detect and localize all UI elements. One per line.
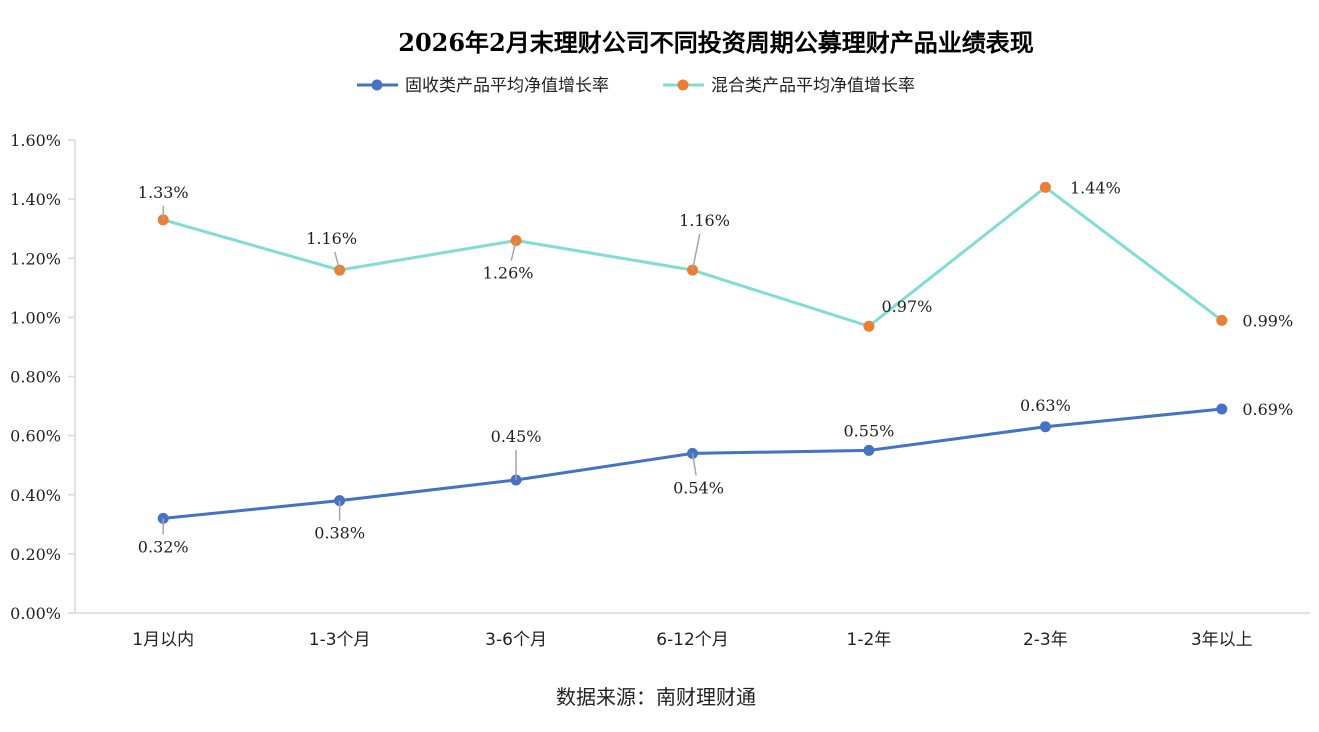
y-tick-label: 1.60% — [10, 131, 61, 150]
y-tick-label: 0.80% — [10, 368, 61, 387]
series-line-0 — [163, 407, 1222, 520]
y-tick-label: 1.40% — [10, 190, 61, 209]
legend-marker-fixed-income — [371, 79, 383, 91]
data-label: 0.97% — [882, 297, 933, 316]
data-source: 数据来源：南财理财通 — [556, 685, 756, 709]
data-label: 0.99% — [1242, 311, 1293, 330]
x-tick-label: 1-2年 — [847, 630, 892, 650]
chart-title: 2026年2月末理财公司不同投资周期公募理财产品业绩表现 — [398, 28, 1034, 57]
data-point-1[interactable] — [1039, 181, 1051, 193]
leader-line — [510, 240, 517, 261]
y-tick-label: 0.60% — [10, 427, 61, 446]
series-line-1 — [162, 185, 1223, 328]
legend-label-mixed: 混合类产品平均净值增长率 — [711, 76, 915, 96]
y-axis-ticks: 0.00% 0.20% 0.40% 0.60% 0.80% 1.00% 1.20% 1.40%… — [10, 131, 75, 623]
data-label: 1.16% — [679, 211, 730, 230]
y-tick-label: 1.00% — [10, 308, 61, 327]
data-label: 0.54% — [673, 478, 724, 497]
data-point-1[interactable] — [1216, 314, 1228, 326]
leader-line — [334, 251, 341, 271]
y-tick-label: 0.00% — [10, 604, 61, 623]
y-tick-label: 0.40% — [10, 486, 61, 505]
legend: 固收类产品平均净值增长率 混合类产品平均净值增长率 — [357, 76, 915, 96]
y-tick-label: 1.20% — [10, 249, 61, 268]
x-tick-label: 3年以上 — [1191, 630, 1253, 650]
x-tick-label: 2-3年 — [1023, 630, 1068, 650]
data-label: 0.38% — [314, 524, 365, 543]
data-label: 0.55% — [844, 421, 895, 440]
x-axis-labels: 1月以内 1-3个月 3-6个月 6-12个月 1-2年 2-3年 3年以上 — [132, 630, 1252, 650]
data-label: 1.16% — [306, 229, 357, 248]
data-label: 0.63% — [1020, 396, 1071, 415]
data-labels: 0.32% 0.38% 0.45% 0.54% 0.55% 0.63% 0.69% 1.33%… — [138, 178, 1293, 556]
x-tick-label: 3-6个月 — [485, 630, 547, 650]
x-tick-label: 1月以内 — [132, 630, 194, 650]
data-point-0[interactable] — [1216, 403, 1228, 415]
data-point-0[interactable] — [1039, 421, 1051, 433]
legend-label-fixed-income: 固收类产品平均净值增长率 — [405, 76, 609, 96]
x-tick-label: 6-12个月 — [656, 630, 729, 650]
data-label: 1.33% — [138, 183, 189, 202]
legend-item-fixed-income[interactable]: 固收类产品平均净值增长率 — [357, 76, 609, 96]
leader-line — [691, 233, 701, 271]
legend-marker-mixed — [677, 79, 689, 91]
legend-item-mixed[interactable]: 混合类产品平均净值增长率 — [663, 76, 915, 96]
data-point-1[interactable] — [863, 320, 875, 332]
data-label: 1.26% — [483, 264, 534, 283]
x-tick-label: 1-3个月 — [309, 630, 371, 650]
data-label: 0.32% — [138, 537, 189, 556]
data-label: 1.44% — [1070, 178, 1121, 197]
leader-line — [691, 453, 697, 476]
data-point-0[interactable] — [863, 444, 875, 456]
y-tick-label: 0.20% — [10, 545, 61, 564]
data-label: 0.69% — [1242, 400, 1293, 419]
data-label: 0.45% — [491, 427, 542, 446]
